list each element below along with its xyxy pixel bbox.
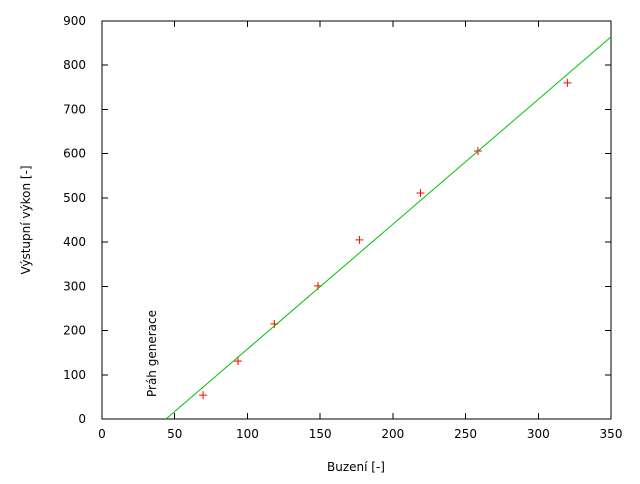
data-point	[563, 78, 572, 87]
y-tick-label: 100	[63, 368, 86, 382]
data-point	[355, 235, 364, 244]
fit-line	[165, 36, 612, 420]
tick-labels: 0 50 100 150 200 250 300 350 0 100 200 300 400 500 600…	[63, 14, 622, 441]
x-tick-label: 250	[454, 427, 477, 441]
x-tick-label: 150	[309, 427, 332, 441]
x-tick-label: 350	[600, 427, 623, 441]
y-tick-label: 600	[63, 147, 86, 161]
y-tick-label: 0	[78, 412, 86, 426]
data-point	[199, 391, 208, 400]
axes	[101, 20, 612, 420]
x-tick-label: 50	[167, 427, 182, 441]
data-point	[233, 357, 242, 366]
y-tick-label: 500	[63, 191, 86, 205]
plot-border	[101, 20, 612, 420]
y-tick-label: 300	[63, 279, 86, 293]
x-tick-label: 200	[381, 427, 404, 441]
x-tick-label: 100	[236, 427, 259, 441]
x-tick-label: 300	[527, 427, 550, 441]
x-axis-label: Buzení [-]	[327, 460, 385, 474]
y-tick-label: 700	[63, 102, 86, 116]
y-tick-label: 900	[63, 14, 86, 28]
y-tick-label: 800	[63, 58, 86, 72]
y-tick-label: 200	[63, 324, 86, 338]
data-marks	[165, 36, 612, 420]
x-tick-label: 0	[98, 427, 106, 441]
threshold-annotation: Práh generace	[145, 310, 159, 397]
data-point	[416, 189, 425, 198]
y-tick-label: 400	[63, 235, 86, 249]
y-axis-label: Výstupní výkon [-]	[19, 165, 33, 274]
